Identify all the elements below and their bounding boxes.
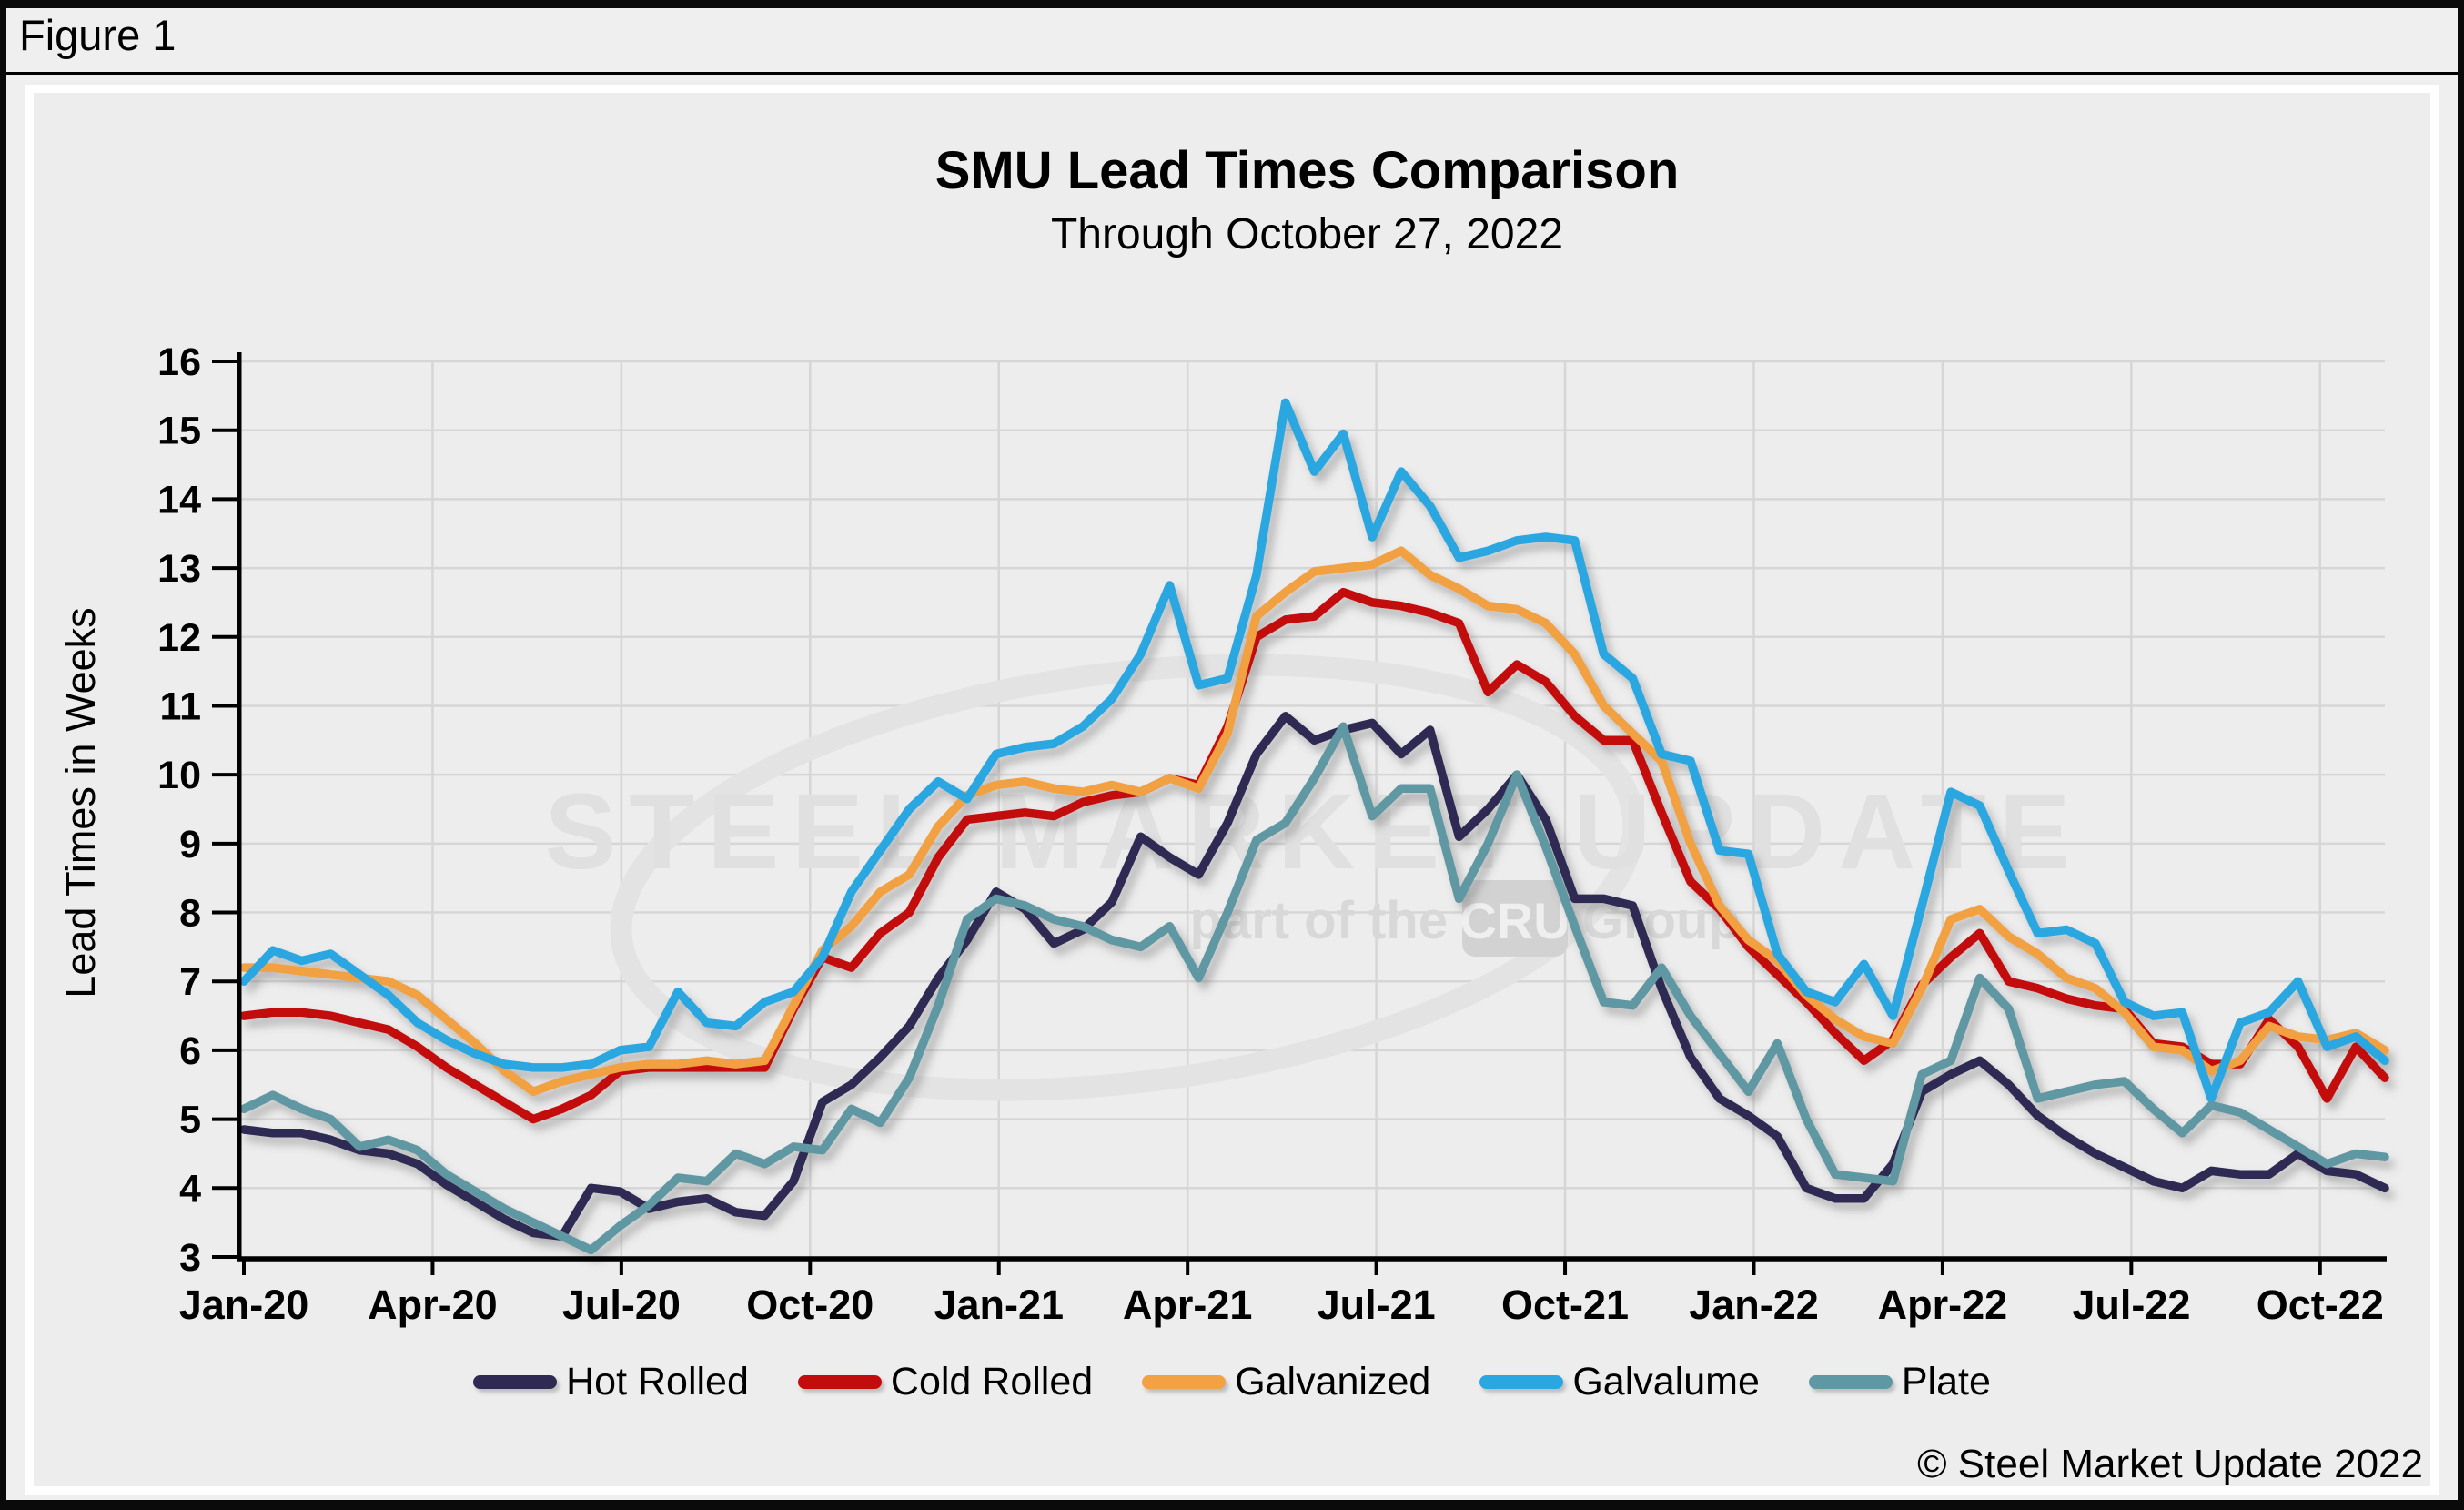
gridlines [240,360,2385,1257]
legend-label: Hot Rolled [566,1360,749,1404]
y-tick-label: 16 [157,340,201,384]
chart-subtitle: Through October 27, 2022 [1050,210,1564,258]
x-tick-label: Oct-22 [2257,1282,2384,1328]
y-tick-label: 11 [160,684,201,728]
legend-label: Galvanized [1235,1360,1431,1404]
series-line-plate [239,722,2389,1255]
x-tick-label: Jul-20 [562,1282,681,1328]
x-tick-label: Jan-22 [1689,1282,1819,1328]
figure-page: Figure 1 STEEL MARKET UPDATE part of the C… [6,8,2458,1500]
y-tick-label: 9 [179,823,201,866]
y-tick-label: 15 [157,410,201,453]
legend-item-galvalume: Galvalume [1479,1360,1760,1404]
x-tick-label: Apr-20 [368,1282,498,1328]
series-line-hot-rolled [239,712,2389,1241]
y-tick-label: 13 [157,547,201,591]
series-lines [239,398,2389,1255]
figure-label: Figure 1 [19,11,177,59]
y-tick-label: 8 [179,892,201,936]
x-tick-label: Oct-20 [746,1282,874,1328]
chart-title: SMU Lead Times Comparison [934,141,1680,200]
x-tick-label: Jan-21 [934,1282,1064,1328]
legend-swatch-galvanized [1142,1375,1227,1389]
chart-panel: STEEL MARKET UPDATE part of the CRU Group 3 4… [25,85,2439,1495]
legend-item-galvanized: Galvanized [1142,1360,1430,1404]
legend-swatch-galvalume [1479,1375,1564,1389]
legend: Hot Rolled Cold Rolled Galvanized Galval… [34,1360,2430,1404]
copyright-text: © Steel Market Update 2022 [1917,1442,2423,1486]
x-tick-label: Jul-21 [1318,1282,1436,1328]
figure-rule-divider [6,72,2458,75]
x-tick-label: Jan-20 [179,1282,309,1328]
y-tick-label: 4 [179,1167,201,1211]
legend-item-cold-rolled: Cold Rolled [797,1360,1094,1404]
x-tick-label: Jul-22 [2072,1282,2190,1328]
y-tick-label: 6 [179,1029,201,1073]
y-tick-label: 14 [157,478,201,522]
y-tick-label: 7 [179,960,201,1004]
legend-swatch-plate [1808,1375,1893,1389]
y-tick-label: 10 [157,754,201,797]
y-axis-title: Lead Times in Weeks [57,607,104,998]
legend-label: Plate [1901,1360,1991,1404]
y-tick-label: 5 [179,1099,201,1142]
legend-swatch-cold-rolled [797,1375,882,1389]
x-tick-label: Apr-21 [1123,1282,1253,1328]
series-line-cold-rolled [239,587,2389,1124]
x-tick-label: Oct-21 [1501,1282,1629,1328]
y-tick-label: 3 [179,1236,201,1280]
watermark-part-of-the: part of the [1189,891,1448,950]
watermark-steel-market-update: STEEL MARKET UPDATE [545,772,2084,892]
figure-bar: Figure 1 [6,8,2458,70]
axes: 3 4 5 6 7 8 9 10 11 12 13 14 15 16 Jan-20 Apr-20 Jul-20 O… [157,340,2387,1328]
legend-swatch-hot-rolled [473,1375,558,1389]
y-tick-label: 12 [157,616,201,660]
legend-label: Cold Rolled [890,1360,1094,1404]
legend-label: Galvalume [1572,1360,1760,1404]
watermark-cru: CRU [1459,892,1570,949]
series-line-galvanized [239,546,2389,1097]
watermark-group: Group [1582,891,1741,950]
series-line-galvalume [239,398,2389,1103]
x-tick-label: Apr-22 [1878,1282,2008,1328]
watermark-cru-box [1462,880,1568,957]
legend-item-plate: Plate [1808,1360,1991,1404]
legend-item-hot-rolled: Hot Rolled [473,1360,749,1404]
